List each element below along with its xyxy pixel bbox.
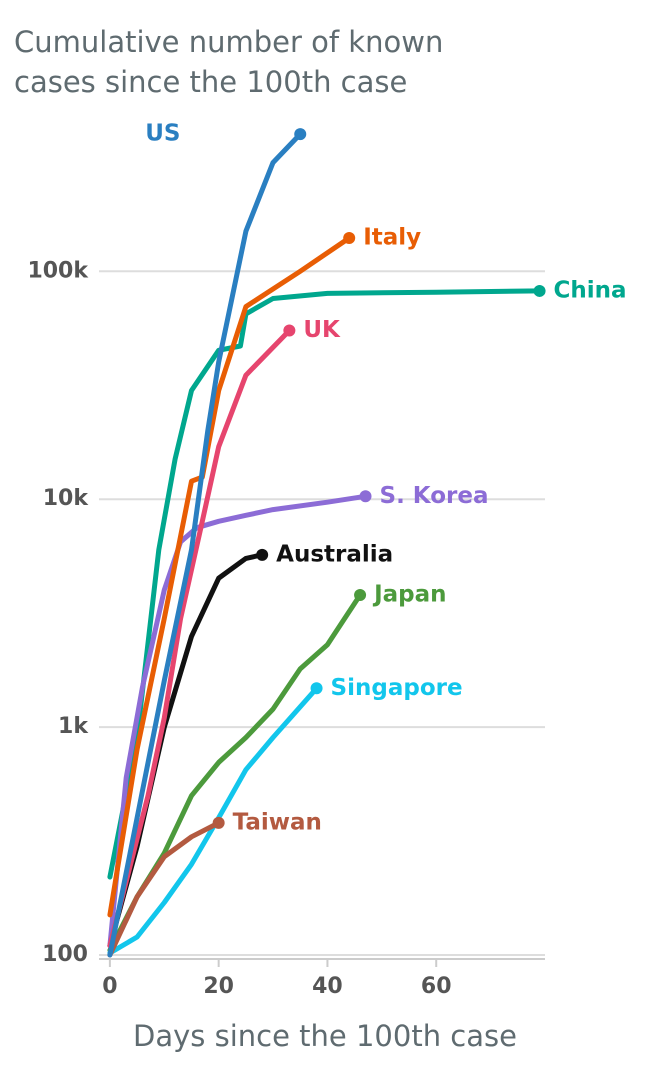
series-line [107,685,320,956]
end-dot [533,284,546,297]
y-tick-label: 100k [27,258,89,283]
series-line [107,820,222,958]
end-dot [359,490,372,503]
series-line [107,328,292,949]
series-label: Italy [363,224,421,250]
end-dot [354,588,367,601]
x-tick-label: 20 [203,974,234,999]
y-tick-label: 100 [42,942,88,967]
series-label: S. Korea [380,483,489,509]
series-line [107,131,303,958]
end-dot [343,231,356,244]
end-dot [283,324,296,337]
y-tick-label: 10k [43,486,90,511]
series-line [107,288,543,880]
x-tick-label: 40 [312,974,343,999]
x-tick-label: 0 [102,974,117,999]
series-label: US [145,121,180,147]
end-dot [294,128,307,141]
x-tick-label: 60 [421,974,452,999]
series-label: Australia [276,541,393,567]
series-label: UK [303,317,341,343]
series-label: China [554,277,627,303]
series-label: Singapore [331,675,463,701]
chart-title: Cumulative number of known cases since t… [14,25,444,99]
series-label: Japan [372,581,446,607]
series-label: Taiwan [233,809,322,835]
end-dot [310,682,323,695]
end-dot [256,548,269,561]
end-dot [212,816,225,829]
x-axis-label: Days since the 100th case [133,1019,517,1053]
y-tick-label: 1k [58,714,89,739]
